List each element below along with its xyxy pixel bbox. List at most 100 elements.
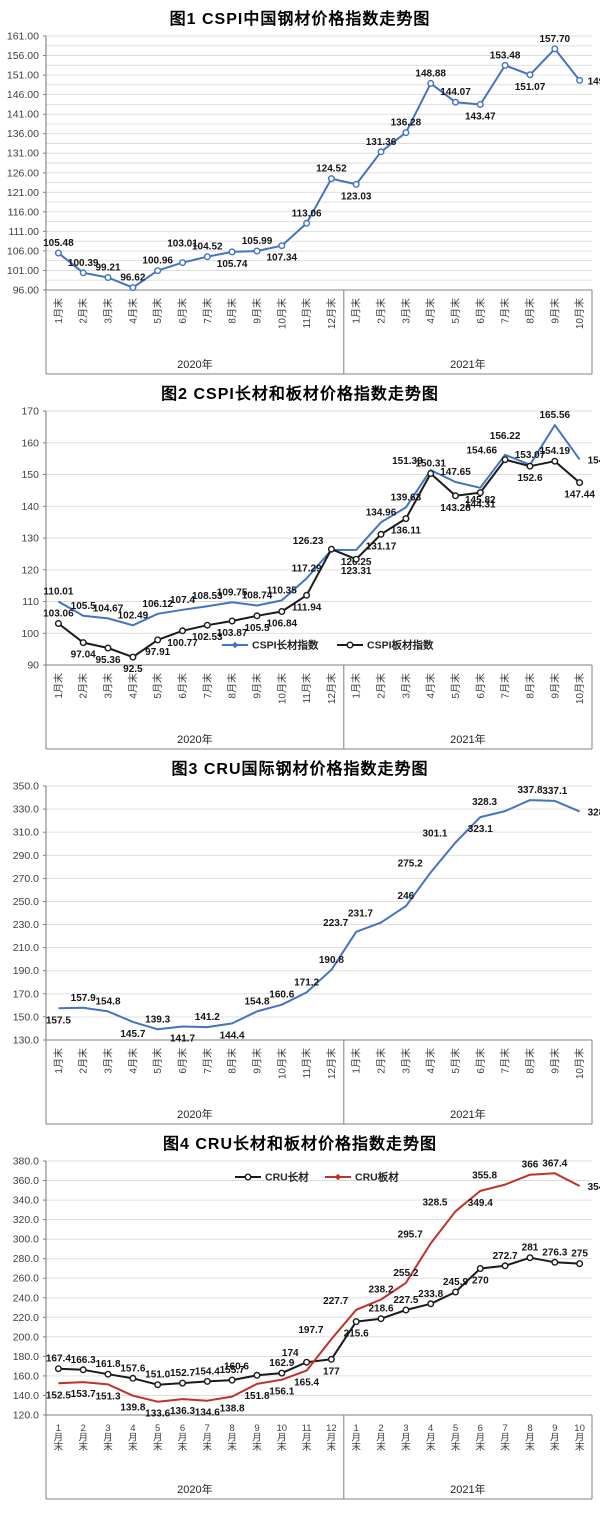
data-point-marker (154, 267, 162, 275)
x-tick-label: 8月末 (226, 673, 239, 699)
data-label: 190.8 (319, 955, 344, 966)
y-axis-label: 150 (21, 469, 39, 481)
data-label: 136.28 (391, 118, 422, 129)
data-point-marker (427, 1300, 435, 1308)
data-label: 97.04 (71, 650, 96, 661)
y-axis-label: 170.0 (13, 988, 39, 1000)
data-label: 281 (522, 1243, 539, 1254)
data-label: 110.35 (267, 585, 297, 596)
x-tick-label: 4月末 (126, 1048, 139, 1074)
data-label: 96.62 (120, 273, 145, 284)
y-axis-label: 270.0 (13, 873, 39, 885)
data-point-marker (526, 71, 534, 79)
data-point-marker (303, 219, 311, 227)
x-tick-label: 6月末 (176, 298, 189, 324)
y-axis-label: 360.0 (13, 1175, 39, 1187)
figure-2-title: 图2 CSPI长材和板材价格指数走势图 (161, 386, 439, 403)
y-axis-label: 160 (21, 437, 39, 449)
data-point-marker (352, 1318, 360, 1326)
legend-label: CSPI板材指数 (367, 639, 434, 652)
data-label: 141.7 (170, 1034, 195, 1045)
y-axis-label: 200.0 (13, 1331, 39, 1343)
data-label: 155.7 (220, 1365, 245, 1376)
y-axis-label: 290.0 (13, 850, 39, 862)
data-label: 337.8 (517, 785, 542, 796)
y-axis-label: 310.0 (13, 827, 39, 839)
x-tick-label: 5月末 (151, 1048, 164, 1074)
x-tick-label: 10月末 (573, 1048, 586, 1079)
data-label: 148.88 (415, 68, 446, 79)
data-label: 139.63 (391, 492, 422, 503)
data-label: 151.39 (392, 456, 423, 467)
data-label: 106.12 (142, 599, 173, 610)
data-label: 108.53 (192, 591, 223, 602)
series-line-1 (58, 1172, 581, 1403)
x-tick-label: 1月末 (52, 1048, 65, 1074)
y-axis-label: 101.00 (7, 265, 39, 277)
data-label: 349.4 (468, 1198, 493, 1209)
x-tick-label: 2月末 (77, 298, 90, 324)
data-point-marker (402, 1306, 410, 1314)
data-point-marker (501, 61, 509, 69)
x-tick-label: 5月末 (151, 673, 164, 699)
data-point-marker (203, 1377, 211, 1385)
data-point-marker (476, 100, 484, 108)
data-label: 107.4 (170, 595, 195, 606)
data-label: 92.5 (123, 664, 143, 675)
data-point-marker (104, 1370, 112, 1378)
x-tick-label: 1月末 (350, 298, 363, 324)
year-group-label: 2021年 (450, 357, 485, 371)
x-tick-label: 10月末 (275, 673, 288, 704)
data-point-marker (303, 1358, 311, 1366)
data-label: 301.1 (422, 829, 447, 840)
data-label: 295.7 (398, 1229, 423, 1240)
series-line-0 (58, 799, 580, 1031)
data-label: 133.6 (145, 1409, 170, 1420)
data-label: 136.3 (170, 1406, 195, 1417)
data-label: 113.06 (292, 208, 322, 219)
year-group-label: 2021年 (450, 732, 485, 746)
y-axis-label: 140.0 (13, 1390, 39, 1402)
data-label: 104.52 (192, 242, 223, 253)
data-point-marker (452, 492, 460, 500)
x-tick-label: 8月末 (524, 673, 537, 699)
data-label: 151.3 (95, 1391, 120, 1402)
data-label: 166.3 (71, 1355, 96, 1366)
y-axis-label: 150.0 (13, 1011, 39, 1023)
x-tick-label: 3月末 (399, 673, 412, 699)
x-tick-label: 4月末 (424, 673, 437, 699)
data-point-marker (526, 462, 534, 470)
data-label: 139.8 (120, 1403, 145, 1414)
y-axis-label: 300.0 (13, 1234, 39, 1246)
legend-label: CRU长材 (265, 1171, 309, 1184)
x-tick-label: 5月末 (449, 298, 462, 324)
data-label: 275.2 (398, 858, 423, 869)
x-tick-label: 1月末 (350, 1048, 363, 1074)
y-axis-label: 126.00 (7, 167, 39, 179)
data-label: 105.74 (217, 259, 248, 270)
data-label: 355.8 (472, 1171, 497, 1182)
data-label: 227.7 (323, 1296, 348, 1307)
data-point-marker (501, 456, 509, 464)
data-label: 366 (522, 1160, 539, 1171)
x-tick-label: 11月末 (300, 1048, 313, 1078)
data-label: 367.4 (542, 1158, 567, 1169)
data-point-marker (377, 148, 385, 156)
data-point-marker (327, 175, 335, 183)
y-axis-label: 120.0 (13, 1410, 39, 1422)
data-label: 255.2 (393, 1268, 418, 1279)
y-axis-label: 96.00 (13, 285, 39, 297)
data-label: 107.34 (267, 253, 298, 264)
data-point-marker (346, 641, 354, 649)
x-tick-label: 4月末 (126, 298, 139, 324)
data-label: 154.19 (540, 446, 571, 457)
data-point-marker (551, 45, 559, 53)
x-tick-label: 7月末 (201, 298, 214, 324)
data-label: 105.99 (242, 236, 273, 247)
x-tick-label: 1月末 (52, 298, 65, 324)
